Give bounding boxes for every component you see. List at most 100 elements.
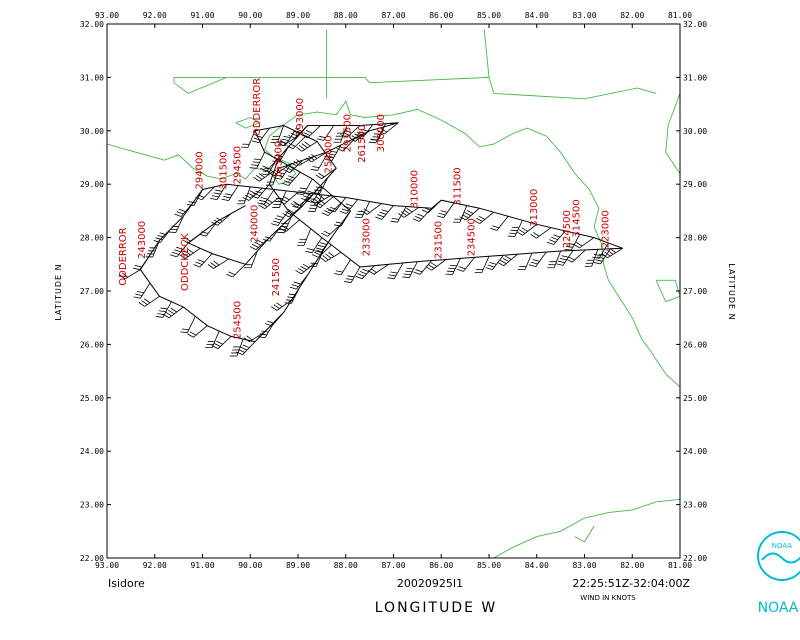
- y-axis-label-left: LATITUDE N: [54, 263, 63, 320]
- wind-barb: [296, 228, 312, 246]
- axis-ticks: 93.00 93.00 92.00 92.00 91.00 91.00 90.00 90.00…: [80, 11, 707, 570]
- wind-barb: [187, 325, 208, 338]
- lat-label-left: 29.00: [80, 180, 104, 189]
- wind-barb: [270, 125, 285, 143]
- lat-label-right: 22.00: [683, 554, 707, 563]
- wind-barb: [314, 237, 332, 253]
- wind-barb: [367, 263, 389, 275]
- coastline-segment: [235, 117, 261, 129]
- lon-label-bottom: 91.00: [190, 561, 214, 570]
- observation-label: 261500: [357, 125, 368, 163]
- observation-label: 294500: [233, 146, 244, 184]
- wind-barb: [243, 331, 265, 343]
- wind-barb: [211, 336, 232, 350]
- wind-barb: [573, 237, 595, 249]
- wind-barb: [528, 251, 547, 267]
- lon-label-bottom: 89.00: [286, 561, 310, 570]
- wind-barb: [132, 254, 151, 271]
- storm-name: Isidore: [108, 577, 145, 590]
- wind-barb: [497, 253, 518, 267]
- lon-label-top: 85.00: [477, 11, 501, 20]
- observation-label: 293000: [295, 98, 306, 136]
- lat-label-right: 24.00: [683, 447, 707, 456]
- wind-barb: [251, 183, 270, 199]
- wind-barb: [339, 199, 358, 214]
- lat-label-right: 27.00: [683, 287, 707, 296]
- wind-barb: [565, 249, 586, 263]
- wind-barb: [474, 256, 490, 274]
- wind-barb: [240, 130, 256, 148]
- lat-label-right: 30.00: [683, 127, 707, 136]
- observation-label: 241500: [271, 258, 282, 296]
- wind-barb: [305, 151, 327, 163]
- lat-label-right: 28.00: [683, 234, 707, 243]
- wind-barb: [243, 250, 258, 269]
- lon-label-top: 92.00: [143, 11, 167, 20]
- wind-barb: [235, 341, 256, 356]
- observation-label: 310000: [409, 170, 420, 208]
- wind-barb: [253, 170, 275, 182]
- wind-barb: [301, 186, 320, 202]
- wind-barb: [334, 210, 351, 227]
- coastline-segment: [574, 525, 595, 543]
- wind-barb: [530, 227, 552, 239]
- wind-barb: [301, 125, 321, 139]
- observation-label: ODDERROR: [118, 227, 129, 285]
- wind-barb: [452, 205, 468, 223]
- lon-label-bottom: 90.00: [238, 561, 262, 570]
- coastline-segment: [173, 76, 227, 94]
- lat-label-right: 29.00: [683, 180, 707, 189]
- lon-label-top: 88.00: [334, 11, 358, 20]
- wind-barb: [265, 312, 284, 327]
- coastline-segment: [665, 93, 681, 190]
- wind-barbs: [119, 122, 623, 357]
- wind-barb: [195, 186, 215, 201]
- wind-barb: [249, 151, 265, 169]
- lon-label-top: 86.00: [429, 11, 453, 20]
- wind-barb: [425, 259, 447, 271]
- lon-label-bottom: 84.00: [525, 561, 549, 570]
- wind-barb: [168, 216, 184, 233]
- lat-label-right: 31.00: [683, 73, 707, 82]
- wind-barb: [371, 123, 386, 141]
- noaa-seal-icon: [757, 531, 800, 581]
- lon-label-top: 87.00: [381, 11, 405, 20]
- observation-label: 314500: [572, 199, 583, 237]
- wind-barb: [174, 202, 194, 217]
- noaa-logo: NOAA NOAA: [757, 531, 800, 616]
- lon-label-bottom: 85.00: [477, 561, 501, 570]
- noaa-text: NOAA: [758, 600, 799, 616]
- wind-barb: [516, 223, 537, 236]
- wind-barb: [277, 216, 292, 234]
- observation-label: 231500: [433, 221, 444, 259]
- wind-barb: [295, 262, 316, 275]
- observation-label: 300000: [376, 114, 387, 152]
- wind-barb: [445, 258, 461, 276]
- noaa-bird-icon: [761, 552, 800, 564]
- observation-label: 294000: [195, 151, 206, 189]
- wind-barb: [155, 301, 172, 318]
- wind-barb: [119, 269, 141, 280]
- lon-label-top: 83.00: [572, 11, 596, 20]
- lat-label-left: 28.00: [80, 234, 104, 243]
- observation-label: 233000: [362, 218, 373, 256]
- wind-barb: [133, 282, 151, 299]
- lat-label-left: 22.00: [80, 554, 104, 563]
- wind-barb: [321, 202, 342, 216]
- wind-barb: [354, 201, 370, 219]
- wind-barb: [278, 130, 296, 147]
- wind-barb: [546, 230, 566, 245]
- observation-label: 313000: [529, 189, 540, 227]
- wind-barb: [413, 260, 433, 275]
- wind-barb: [226, 264, 246, 278]
- flight-track: [139, 122, 623, 343]
- wind-barb: [162, 306, 184, 319]
- wind-barb: [517, 252, 533, 271]
- y-axis-label-right: LATITUDE N: [727, 263, 736, 320]
- wind-barb: [249, 237, 270, 251]
- wind-barb: [296, 178, 313, 195]
- observation-label: 243000: [137, 221, 148, 259]
- wind-barb: [402, 261, 418, 279]
- lon-label-bottom: 81.00: [668, 561, 692, 570]
- lat-label-right: 26.00: [683, 340, 707, 349]
